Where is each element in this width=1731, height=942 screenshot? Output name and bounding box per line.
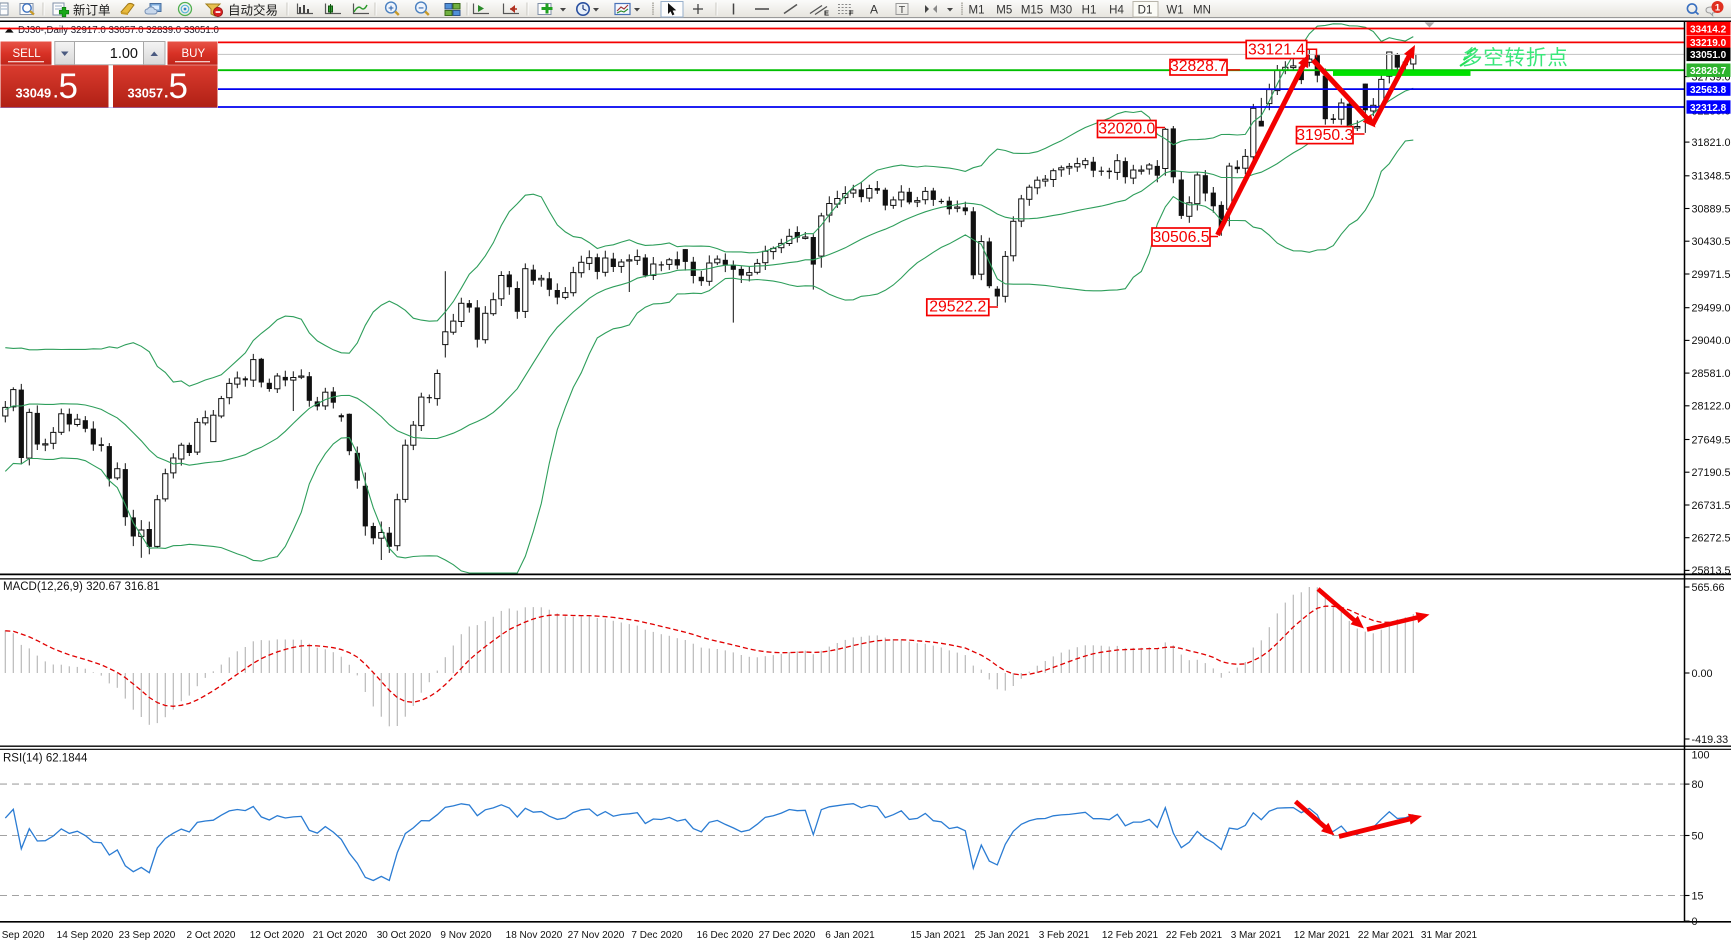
svg-text:25813.5: 25813.5	[1692, 565, 1731, 577]
svg-text:M5: M5	[996, 5, 1012, 17]
svg-text:31 Mar 2021: 31 Mar 2021	[1421, 930, 1478, 941]
svg-text:1.00: 1.00	[110, 46, 138, 62]
svg-text:5: 5	[169, 67, 188, 106]
svg-text:15: 15	[1692, 890, 1704, 902]
svg-text:2 Oct 2020: 2 Oct 2020	[187, 930, 236, 941]
svg-text:27 Dec 2020: 27 Dec 2020	[759, 930, 816, 941]
svg-text:32020.0: 32020.0	[1098, 121, 1155, 138]
svg-text:M1: M1	[969, 5, 985, 17]
svg-text:22 Feb 2021: 22 Feb 2021	[1166, 930, 1223, 941]
svg-text:1: 1	[1715, 3, 1721, 14]
svg-text:29522.2: 29522.2	[929, 299, 986, 316]
svg-text:3 Feb 2021: 3 Feb 2021	[1039, 930, 1090, 941]
svg-text:33057: 33057	[128, 86, 164, 101]
svg-text:M30: M30	[1050, 5, 1072, 17]
svg-text:.: .	[164, 85, 168, 102]
svg-text:100: 100	[1692, 750, 1710, 762]
svg-text:22 Mar 2021: 22 Mar 2021	[1358, 930, 1415, 941]
svg-text:H4: H4	[1109, 5, 1124, 17]
svg-text:0: 0	[1692, 916, 1698, 928]
svg-text:3 Mar 2021: 3 Mar 2021	[1231, 930, 1282, 941]
svg-text:F: F	[849, 9, 854, 18]
svg-text:DJ30-,Daily 32917.0 33057.0 3: DJ30-,Daily 32917.0 33057.0 32839.0 3305…	[18, 25, 220, 36]
svg-text:33049: 33049	[16, 86, 52, 101]
svg-text:新订单: 新订单	[73, 3, 111, 18]
svg-text:31950.3: 31950.3	[1296, 127, 1353, 144]
svg-text:30889.5: 30889.5	[1692, 203, 1731, 215]
svg-text:25 Jan 2021: 25 Jan 2021	[974, 930, 1029, 941]
svg-text:多空转折点: 多空转折点	[1462, 47, 1569, 70]
svg-text:30 Oct 2020: 30 Oct 2020	[377, 930, 432, 941]
svg-text:BUY: BUY	[182, 48, 206, 60]
svg-text:12 Oct 2020: 12 Oct 2020	[250, 930, 305, 941]
svg-text:32828.7: 32828.7	[1170, 58, 1227, 75]
svg-text:21 Oct 2020: 21 Oct 2020	[313, 930, 368, 941]
svg-text:14 Sep 2020: 14 Sep 2020	[57, 930, 114, 941]
svg-text:-419.33: -419.33	[1692, 734, 1729, 746]
svg-text:26272.5: 26272.5	[1692, 533, 1731, 545]
svg-text:15 Jan 2021: 15 Jan 2021	[910, 930, 965, 941]
svg-text:−: −	[418, 3, 424, 14]
svg-text:12 Feb 2021: 12 Feb 2021	[1102, 930, 1159, 941]
svg-text:32312.8: 32312.8	[1690, 103, 1727, 114]
svg-text:30506.5: 30506.5	[1152, 229, 1209, 246]
svg-text:0.00: 0.00	[1692, 668, 1713, 680]
svg-text:.: .	[54, 85, 58, 102]
svg-text:27190.5: 27190.5	[1692, 467, 1731, 479]
svg-text:29040.0: 29040.0	[1692, 335, 1731, 347]
svg-text:31821.0: 31821.0	[1692, 137, 1731, 149]
svg-text:SELL: SELL	[13, 48, 42, 60]
svg-text:33051.0: 33051.0	[1690, 50, 1727, 61]
svg-text:9 Nov 2020: 9 Nov 2020	[440, 930, 492, 941]
svg-text:12 Mar 2021: 12 Mar 2021	[1294, 930, 1351, 941]
svg-text:27 Nov 2020: 27 Nov 2020	[568, 930, 625, 941]
svg-text:E: E	[824, 9, 829, 18]
svg-text:33219.0: 33219.0	[1690, 38, 1727, 49]
svg-text:30430.5: 30430.5	[1692, 236, 1731, 248]
svg-text:自动交易: 自动交易	[228, 3, 278, 18]
svg-text:23 Sep 2020: 23 Sep 2020	[119, 930, 176, 941]
svg-text:W1: W1	[1166, 5, 1183, 17]
svg-text:+: +	[388, 3, 394, 14]
svg-text:16 Dec 2020: 16 Dec 2020	[697, 930, 754, 941]
svg-text:D1: D1	[1138, 5, 1153, 17]
svg-text:31348.5: 31348.5	[1692, 171, 1731, 183]
svg-text:32563.8: 32563.8	[1690, 85, 1727, 96]
svg-text:6 Jan 2021: 6 Jan 2021	[825, 930, 875, 941]
svg-text:A: A	[870, 3, 878, 17]
svg-text:29971.5: 29971.5	[1692, 269, 1731, 281]
svg-text:28122.0: 28122.0	[1692, 401, 1731, 413]
svg-text:26731.5: 26731.5	[1692, 500, 1731, 512]
svg-text:5: 5	[59, 67, 78, 106]
svg-text:27649.5: 27649.5	[1692, 434, 1731, 446]
svg-text:T: T	[899, 4, 906, 16]
svg-text:32828.7: 32828.7	[1690, 66, 1727, 77]
svg-text:565.66: 565.66	[1692, 582, 1725, 594]
svg-text:RSI(14) 62.1844: RSI(14) 62.1844	[3, 753, 88, 765]
svg-text:28581.0: 28581.0	[1692, 368, 1731, 380]
svg-text:33121.4: 33121.4	[1248, 42, 1305, 59]
svg-text:33414.2: 33414.2	[1690, 24, 1727, 35]
svg-text:7 Dec 2020: 7 Dec 2020	[631, 930, 683, 941]
svg-text:4 Sep 2020: 4 Sep 2020	[0, 930, 45, 941]
svg-text:M15: M15	[1021, 5, 1043, 17]
svg-text:MN: MN	[1193, 5, 1211, 17]
svg-text:80: 80	[1692, 779, 1704, 791]
svg-text:18 Nov 2020: 18 Nov 2020	[506, 930, 563, 941]
svg-text:50: 50	[1692, 830, 1704, 842]
svg-text:29499.0: 29499.0	[1692, 303, 1731, 315]
svg-text:H1: H1	[1082, 5, 1097, 17]
svg-text:MACD(12,26,9) 320.67 316.81: MACD(12,26,9) 320.67 316.81	[3, 581, 160, 593]
